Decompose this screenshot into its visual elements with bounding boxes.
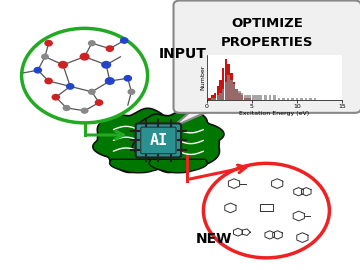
Circle shape: [34, 68, 41, 73]
Bar: [291, 98, 294, 100]
Circle shape: [124, 76, 131, 81]
Bar: [235, 89, 238, 100]
Bar: [233, 82, 235, 100]
Bar: [216, 95, 219, 100]
Bar: [222, 68, 225, 100]
Bar: [208, 98, 211, 100]
Polygon shape: [109, 159, 168, 173]
Bar: [282, 98, 285, 100]
Bar: [235, 89, 238, 100]
Polygon shape: [132, 108, 224, 173]
Circle shape: [203, 163, 329, 258]
Bar: [252, 95, 254, 100]
Bar: [225, 59, 227, 100]
Bar: [238, 91, 240, 100]
Bar: [287, 98, 289, 100]
Circle shape: [22, 28, 148, 123]
Circle shape: [42, 54, 48, 59]
Circle shape: [80, 53, 89, 60]
Circle shape: [81, 108, 88, 113]
Bar: [243, 98, 246, 100]
Bar: [230, 73, 233, 100]
FancyBboxPatch shape: [174, 1, 360, 113]
Bar: [219, 80, 222, 100]
Bar: [243, 95, 246, 100]
Bar: [219, 93, 222, 100]
Text: OPTIMIZE: OPTIMIZE: [231, 17, 303, 30]
Circle shape: [89, 41, 95, 46]
Text: NEW: NEW: [196, 232, 233, 246]
Circle shape: [45, 78, 52, 84]
Bar: [257, 95, 260, 100]
Bar: [216, 86, 219, 100]
Circle shape: [52, 94, 59, 100]
Circle shape: [128, 89, 135, 94]
Bar: [309, 98, 312, 100]
X-axis label: Excitation Energy (eV): Excitation Energy (eV): [239, 111, 310, 116]
Bar: [314, 98, 316, 100]
Bar: [211, 98, 214, 100]
Circle shape: [45, 40, 52, 46]
Bar: [264, 95, 267, 100]
Bar: [228, 64, 230, 100]
Bar: [246, 98, 249, 100]
Bar: [296, 98, 298, 100]
Bar: [211, 95, 214, 100]
Circle shape: [67, 84, 74, 89]
Bar: [228, 75, 230, 100]
Text: PROPERTIES: PROPERTIES: [221, 36, 314, 49]
Bar: [249, 95, 251, 100]
Bar: [273, 95, 276, 100]
Polygon shape: [173, 108, 216, 127]
Bar: [254, 95, 257, 100]
Bar: [300, 98, 303, 100]
Bar: [214, 98, 216, 100]
Bar: [233, 84, 235, 100]
Circle shape: [95, 100, 103, 105]
Bar: [241, 95, 243, 100]
Bar: [305, 98, 307, 100]
Bar: [278, 98, 280, 100]
Bar: [269, 95, 271, 100]
Bar: [214, 93, 216, 100]
Polygon shape: [93, 108, 184, 173]
Text: INPUT: INPUT: [158, 47, 206, 61]
Bar: [222, 89, 225, 100]
Y-axis label: Number: Number: [200, 65, 205, 90]
Bar: [230, 80, 233, 100]
Text: AI: AI: [149, 133, 167, 148]
Polygon shape: [149, 159, 207, 173]
FancyBboxPatch shape: [136, 123, 181, 157]
Circle shape: [102, 62, 111, 68]
Bar: [246, 95, 249, 100]
Bar: [238, 93, 240, 100]
Circle shape: [89, 89, 95, 94]
Bar: [241, 93, 243, 100]
Circle shape: [59, 62, 67, 68]
Circle shape: [63, 106, 70, 110]
Circle shape: [106, 46, 113, 51]
Bar: [225, 82, 227, 100]
Circle shape: [121, 38, 128, 43]
Bar: [260, 95, 262, 100]
Bar: [249, 98, 251, 100]
Circle shape: [105, 78, 114, 84]
